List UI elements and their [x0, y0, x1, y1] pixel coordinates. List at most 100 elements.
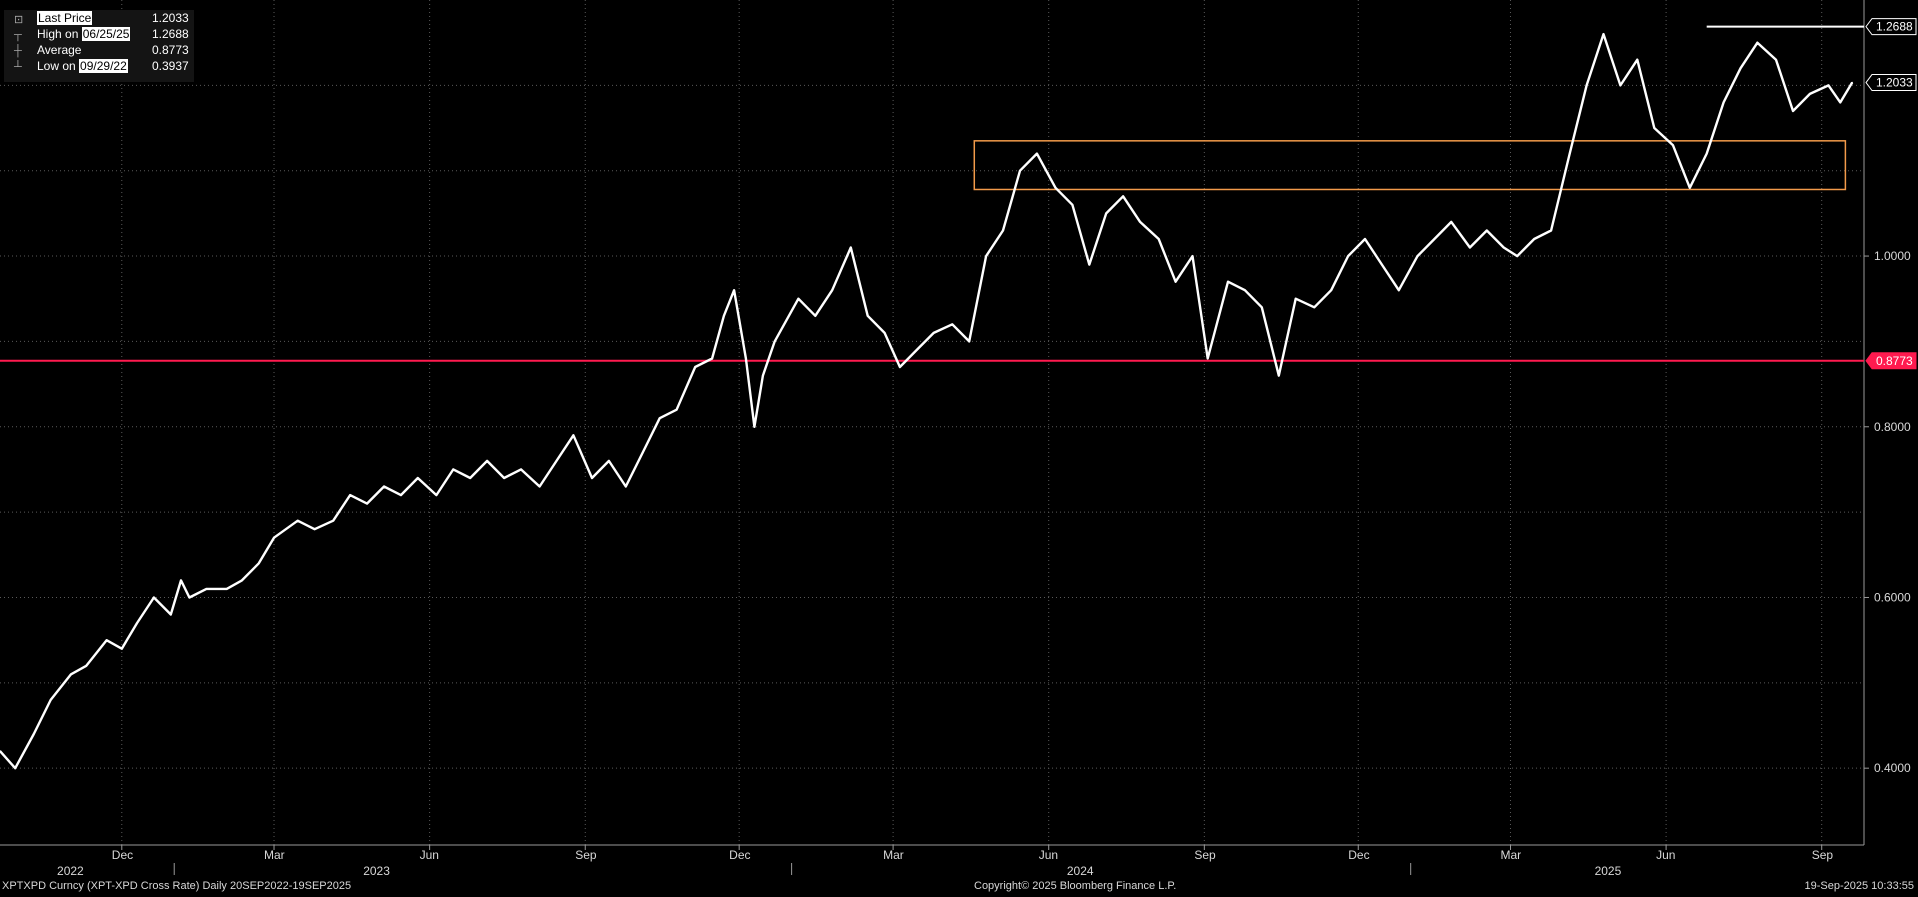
data-point: [1851, 81, 1853, 84]
data-point: [1330, 289, 1332, 292]
data-point: [745, 357, 747, 360]
data-point: [241, 579, 243, 582]
data-point: [296, 519, 299, 522]
data-point: [313, 528, 316, 530]
price-tag-label: 0.8773: [1876, 354, 1913, 368]
x-month-label: Mar: [883, 848, 904, 862]
x-month-label: Dec: [729, 848, 750, 862]
data-point: [1550, 229, 1552, 232]
data-point: [883, 332, 886, 334]
data-point: [1174, 280, 1177, 283]
data-point: [1502, 246, 1505, 249]
data-point: [1839, 101, 1842, 104]
footer-copyright: Copyright© 2025 Bloomberg Finance L.P.: [974, 880, 1177, 892]
resistance-box: [973, 140, 1847, 191]
data-point: [136, 622, 138, 624]
low-value: 0.3937: [152, 59, 189, 73]
low-date: 09/29/22: [79, 59, 128, 73]
data-point: [1568, 152, 1571, 155]
grid: [0, 0, 1864, 845]
price-tag-bg: [1865, 352, 1917, 370]
data-point: [591, 477, 593, 479]
data-point: [951, 323, 954, 326]
data-point: [1261, 306, 1263, 309]
data-point: [733, 289, 735, 292]
data-point: [1827, 84, 1830, 87]
data-point: [400, 494, 402, 496]
data-point: [273, 536, 275, 539]
data-point: [1533, 238, 1535, 240]
data-point: [332, 519, 335, 522]
data-point: [1653, 127, 1656, 129]
data-point: [608, 460, 610, 462]
data-point: [180, 579, 182, 582]
y-axis-labels: 0.4000 0.6000 0.8000 1.0000: [1874, 249, 1911, 775]
data-point: [1722, 101, 1725, 104]
data-point: [538, 485, 541, 488]
data-point: [1450, 221, 1453, 223]
last-price-label: Last Price: [37, 11, 93, 25]
average-marker-icon: ┼: [14, 45, 22, 57]
data-point: [205, 588, 208, 590]
data-point: [1486, 229, 1488, 232]
data-point: [753, 425, 756, 428]
data-point: [831, 289, 834, 292]
annotations: [0, 25, 1864, 362]
data-point: [486, 460, 488, 462]
data-point: [1364, 238, 1366, 240]
x-axis-labels: Dec Mar Jun Sep Dec Mar Jun Sep Dec Mar Jun Sep 2022…: [57, 848, 1833, 878]
data-point: [1792, 110, 1794, 112]
data-point: [1105, 212, 1108, 215]
data-point: [349, 494, 351, 496]
y-tick-label: 0.6000: [1874, 590, 1911, 604]
data-point: [153, 596, 155, 599]
data-point: [1688, 186, 1691, 189]
data-point: [70, 673, 72, 676]
data-point: [435, 494, 438, 496]
high-value: 1.2688: [152, 27, 189, 41]
data-point: [257, 562, 260, 565]
data-point: [1347, 255, 1349, 257]
data-point: [1294, 297, 1297, 300]
data-point: [866, 315, 869, 317]
data-point: [469, 477, 472, 479]
price-tag-bg: [1865, 18, 1917, 36]
data-point: [1191, 255, 1194, 257]
data-point: [0, 750, 1, 752]
data-point: [850, 246, 852, 249]
data-point: [1775, 58, 1777, 61]
high-label: High on: [37, 27, 79, 41]
data-point: [932, 332, 935, 334]
data-point: [188, 596, 191, 599]
low-label: Low on: [37, 59, 76, 73]
data-point: [625, 485, 627, 488]
price-tags: 1.2688 1.2033 0.8773: [1865, 18, 1917, 370]
x-year-label: 2025: [1595, 864, 1622, 878]
data-point: [1036, 152, 1038, 155]
high-date: 06/25/25: [81, 27, 131, 41]
last-price-value: 1.2033: [152, 11, 189, 25]
data-point: [723, 315, 725, 317]
data-point: [572, 434, 575, 437]
x-month-label: Mar: [264, 848, 285, 862]
data-point: [1516, 255, 1519, 257]
y-tick-label: 0.8000: [1874, 420, 1911, 434]
data-point: [1122, 195, 1124, 198]
data-point: [383, 485, 385, 488]
data-point: [1433, 238, 1436, 240]
x-month-label: Jun: [420, 848, 439, 862]
data-point: [1227, 280, 1229, 283]
data-point: [641, 451, 644, 454]
data-point: [33, 733, 35, 735]
data-point: [1277, 374, 1280, 377]
average-value: 0.8773: [152, 43, 189, 57]
data-point: [1002, 229, 1004, 232]
price-tag-label: 1.2033: [1876, 76, 1913, 90]
legend-low: ┴ Low on 09/29/22 0.3937: [4, 59, 194, 74]
data-point: [694, 366, 696, 368]
data-point: [1636, 58, 1639, 61]
axes: [0, 0, 1869, 875]
data-point: [170, 613, 172, 616]
price-tag: 1.2033: [1865, 74, 1917, 92]
y-tick-label: 0.4000: [1874, 761, 1911, 775]
